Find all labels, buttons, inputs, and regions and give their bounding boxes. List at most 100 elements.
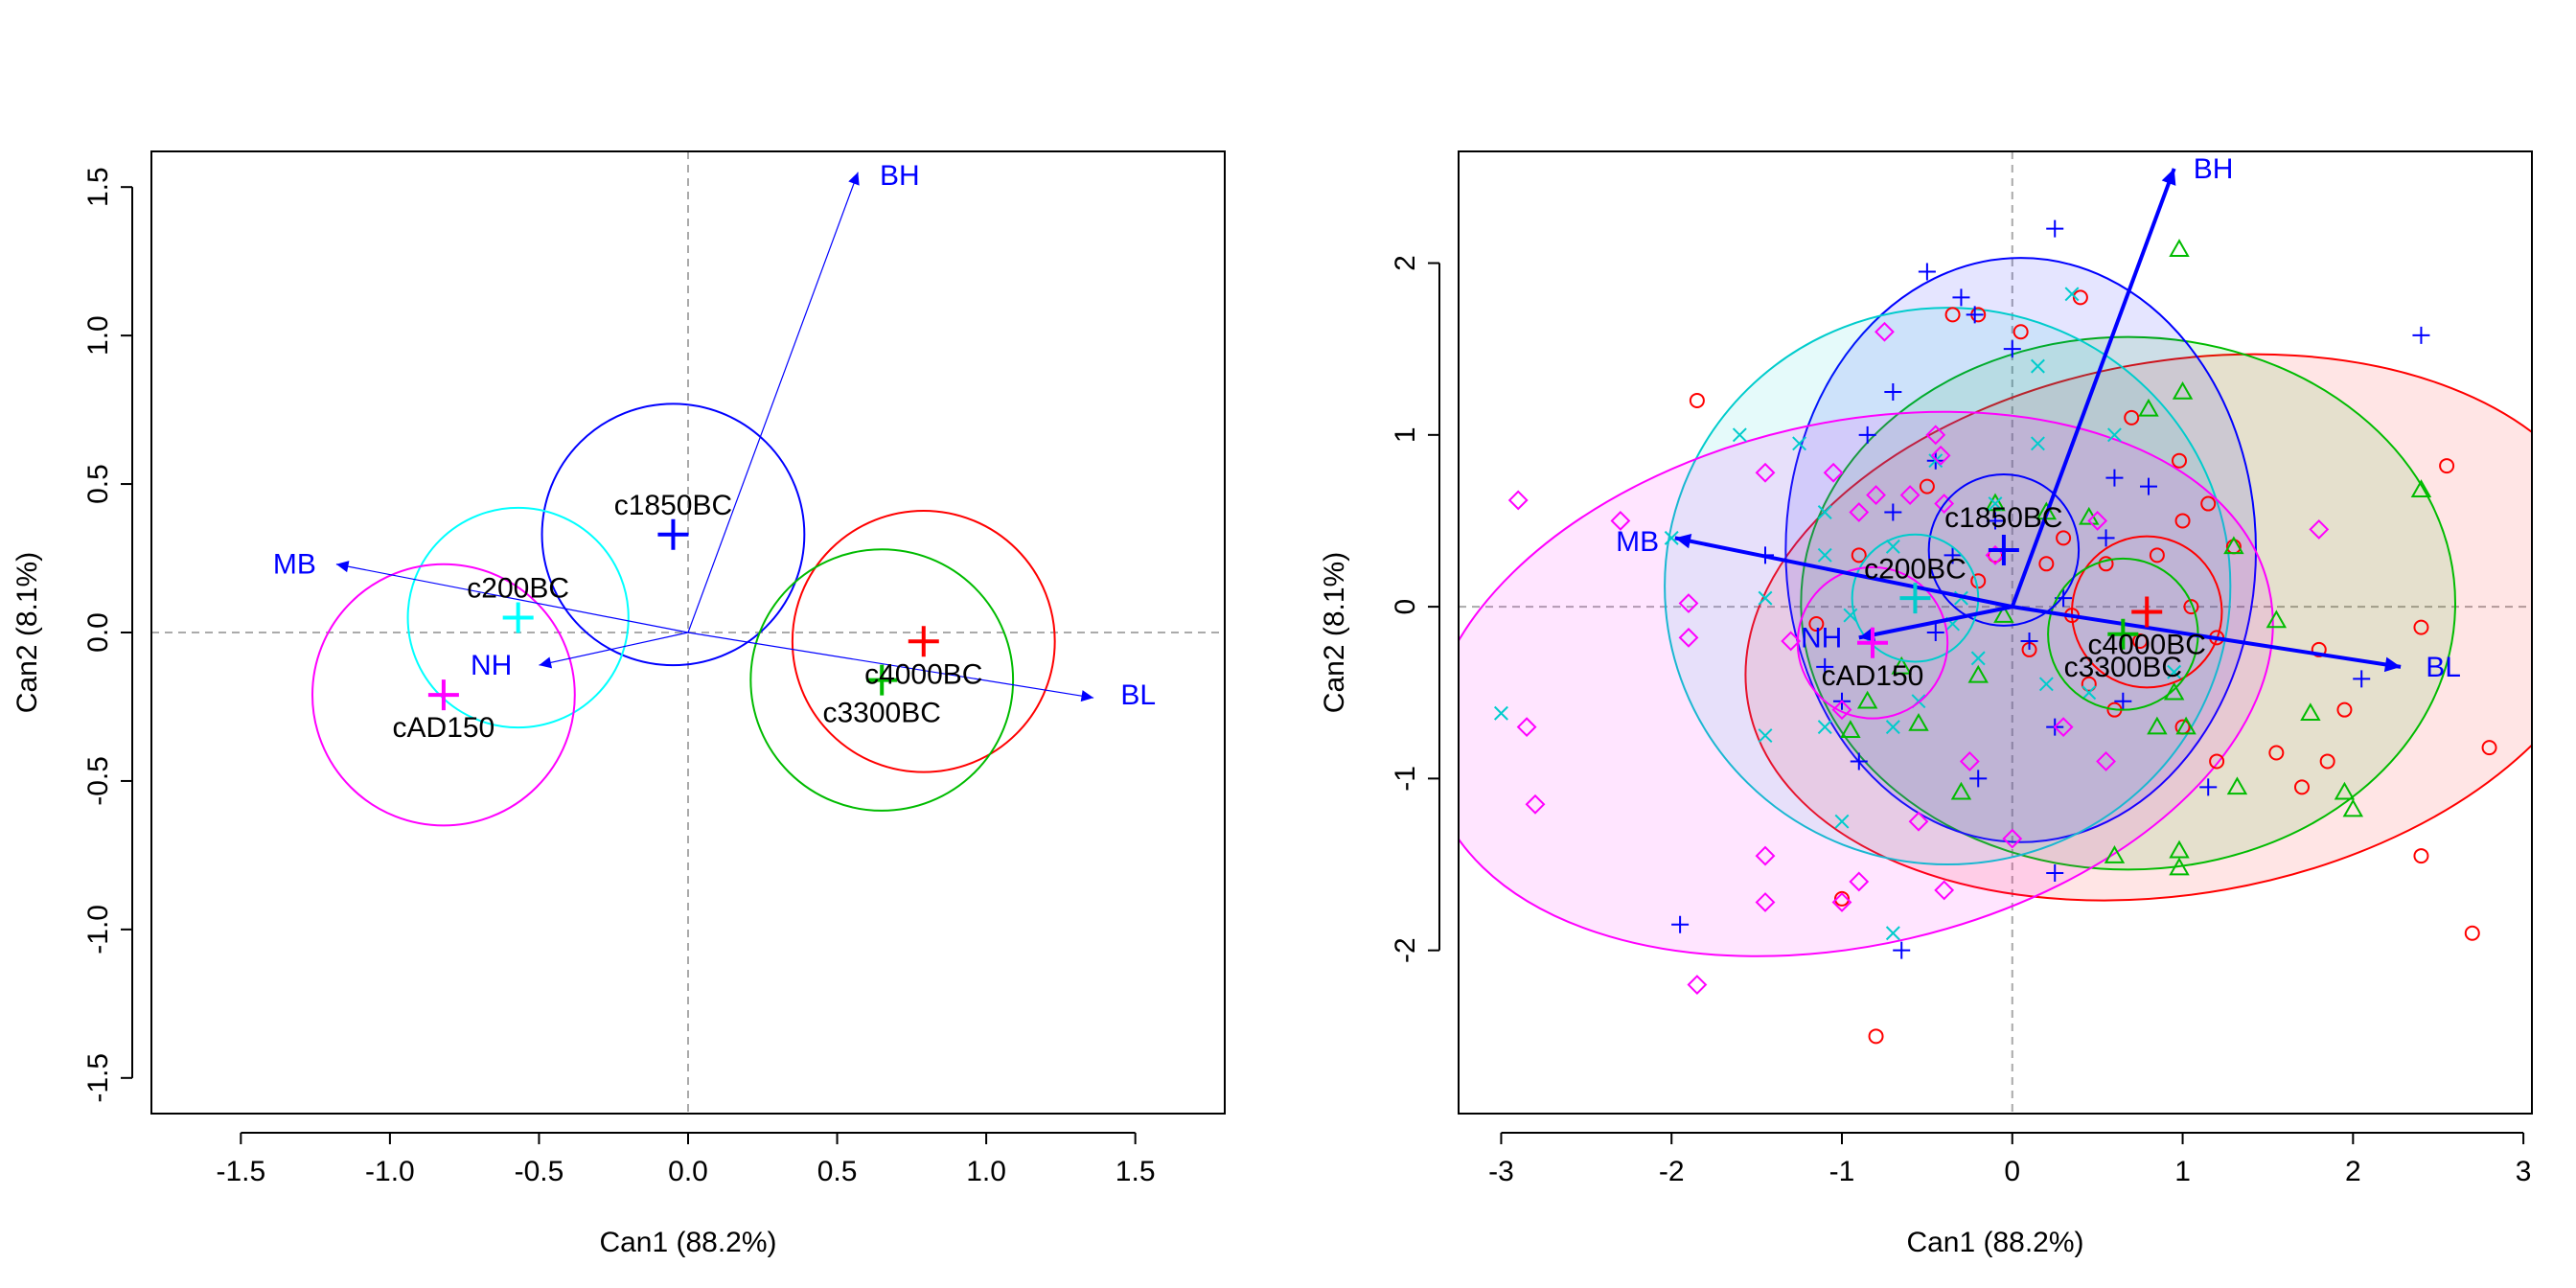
right-vector-label-MB: MB (1616, 526, 1659, 558)
right-point-c3300BC-24 (1985, 493, 2006, 512)
right-point-c200BC-3 (1732, 427, 1747, 443)
left-mean-circle-c200BC (406, 506, 630, 729)
left-y-tick-label: 1.0 (82, 315, 114, 356)
left-plot-area: c1850BC c200BC cAD150 c4000BC c3300BC BH MB NH B… (151, 151, 1225, 1114)
right-point-cAD150-22 (1687, 975, 1708, 995)
right-point-cAD150-21 (1908, 811, 1929, 832)
right-point-c1850BC-0 (2046, 219, 2064, 238)
right-point-c3300BC-9 (2226, 776, 2248, 795)
right-point-cAD150-9 (1925, 425, 1946, 446)
right-point-c200BC-8 (1664, 530, 1679, 545)
right-point-cAD150-23 (2002, 828, 2023, 849)
right-point-c200BC-10 (1834, 814, 1850, 829)
left-x-tick-label: -0.5 (515, 1156, 564, 1187)
right-point-c1850BC-8 (1884, 503, 1902, 521)
right-point-c200BC-21 (2030, 436, 2045, 451)
left-group-label-c4000BC: c4000BC (864, 658, 982, 690)
right-mean-cross-c3300BC (2107, 618, 2139, 650)
right-point-c3300BC-10 (2175, 716, 2196, 735)
right-point-c200BC-19 (1970, 651, 1986, 666)
right-point-c3300BC-5 (2300, 702, 2321, 722)
right-point-c3300BC-19 (1950, 781, 1972, 800)
right-point-cAD150-14 (2053, 717, 2074, 738)
right-point-c4000BC-0 (2072, 289, 2088, 306)
right-point-c200BC-22 (2106, 427, 2122, 443)
right-point-c200BC-9 (1758, 728, 1773, 744)
right-point-c4000BC-32 (1689, 392, 1705, 408)
right-mean-cross-c200BC (1899, 583, 1931, 614)
right-vector-arrowhead-BH (2161, 168, 2176, 186)
right-point-c1850BC-15 (1926, 624, 1944, 641)
right-y-tick-label: 2 (1390, 255, 1421, 271)
left-mean-circle-c1850BC (540, 402, 806, 667)
right-point-c1850BC-29 (1816, 657, 1834, 676)
right-point-c3300BC-3 (2223, 536, 2244, 555)
right-x-tick-label: 3 (2516, 1156, 2532, 1187)
right-point-c1850BC-20 (1850, 752, 1868, 770)
right-point-c4000BC-14 (2209, 753, 2225, 770)
right-point-c3300BC-7 (2342, 798, 2364, 817)
left-vector-BH (687, 172, 859, 633)
left-mean-cross-c3300BC (866, 664, 898, 696)
left-group-label-c3300BC: c3300BC (823, 698, 941, 729)
right-point-c200BC-7 (1817, 547, 1832, 563)
right-point-c4000BC-8 (2149, 547, 2165, 564)
left-x-tick-label: 1.0 (966, 1156, 1006, 1187)
left-plot-frame (150, 150, 1226, 1115)
right-point-c200BC-5 (1885, 539, 1900, 554)
right-group-label-c4000BC: c4000BC (2088, 630, 2206, 661)
right-point-c3300BC-22 (1856, 690, 1878, 709)
right-point-c200BC-24 (2167, 664, 2182, 679)
right-data-ellipse-c200BC (1664, 307, 2232, 866)
right-point-c3300BC-12 (2169, 840, 2190, 859)
right-point-c4000BC-3 (1944, 307, 1961, 323)
right-point-c200BC-20 (1758, 590, 1773, 606)
right-point-c200BC-26 (1988, 496, 2003, 511)
right-y-tick-label: -2 (1390, 937, 1421, 963)
right-point-c4000BC-19 (2413, 619, 2429, 635)
right-point-c4000BC-24 (2174, 513, 2191, 529)
right-vector-NH (1858, 605, 2013, 640)
left-vector-arrowhead-BH (848, 172, 860, 186)
right-point-c1850BC-11 (1987, 512, 2004, 530)
left-vector-arrowhead-BL (1080, 690, 1094, 702)
right-y-tick-label: -1 (1390, 766, 1421, 792)
left-group-label-c200BC: c200BC (467, 573, 569, 605)
right-point-cAD150-8 (1866, 485, 1886, 505)
right-point-c4000BC-20 (2439, 458, 2455, 474)
right-point-c4000BC-15 (2268, 745, 2285, 761)
right-point-c4000BC-5 (2172, 452, 2187, 469)
left-x-tick-label: 0.5 (817, 1156, 858, 1187)
right-group-label-c200BC: c200BC (1864, 554, 1966, 586)
right-point-c1850BC-24 (2046, 864, 2064, 882)
right-point-c1850BC-10 (2140, 477, 2157, 495)
right-vector-arrowhead-BL (2383, 656, 2402, 673)
right-point-cAD150-13 (2087, 511, 2108, 531)
right-mean-cross-cAD150 (1857, 627, 1888, 658)
right-point-cAD150-27 (1781, 631, 1802, 652)
right-point-c3300BC-2 (2138, 398, 2159, 417)
right-x-tick-label: 0 (2004, 1156, 2020, 1187)
right-vector-arrowhead-MB (1674, 533, 1692, 549)
left-group-label-c1850BC: c1850BC (614, 490, 732, 521)
right-point-c1850BC-4 (2003, 340, 2021, 358)
right-point-c1850BC-18 (2114, 692, 2132, 710)
left-x-tick-label: 0.0 (668, 1156, 708, 1187)
right-point-cAD150-18 (1831, 892, 1852, 912)
right-point-cAD150-10 (1930, 445, 1951, 466)
right-point-cAD150-28 (1874, 321, 1895, 342)
left-vector-label-MB: MB (273, 549, 316, 581)
right-point-c3300BC-11 (2147, 716, 2168, 735)
right-point-cAD150-15 (2096, 751, 2116, 771)
left-vector-BL (687, 632, 1094, 699)
right-point-c3300BC-4 (2266, 610, 2288, 629)
right-point-c4000BC-26 (2183, 599, 2199, 615)
right-point-c4000BC-27 (2038, 556, 2055, 572)
right-y-tick-label: 1 (1390, 426, 1421, 443)
right-point-c4000BC-38 (2319, 753, 2335, 770)
right-point-c4000BC-34 (1868, 1028, 1884, 1045)
left-vector-arrowhead-NH (539, 656, 553, 669)
left-mean-circle-cAD150 (311, 563, 576, 827)
right-point-cAD150-16 (1755, 845, 1776, 866)
right-point-c4000BC-16 (2294, 779, 2310, 795)
